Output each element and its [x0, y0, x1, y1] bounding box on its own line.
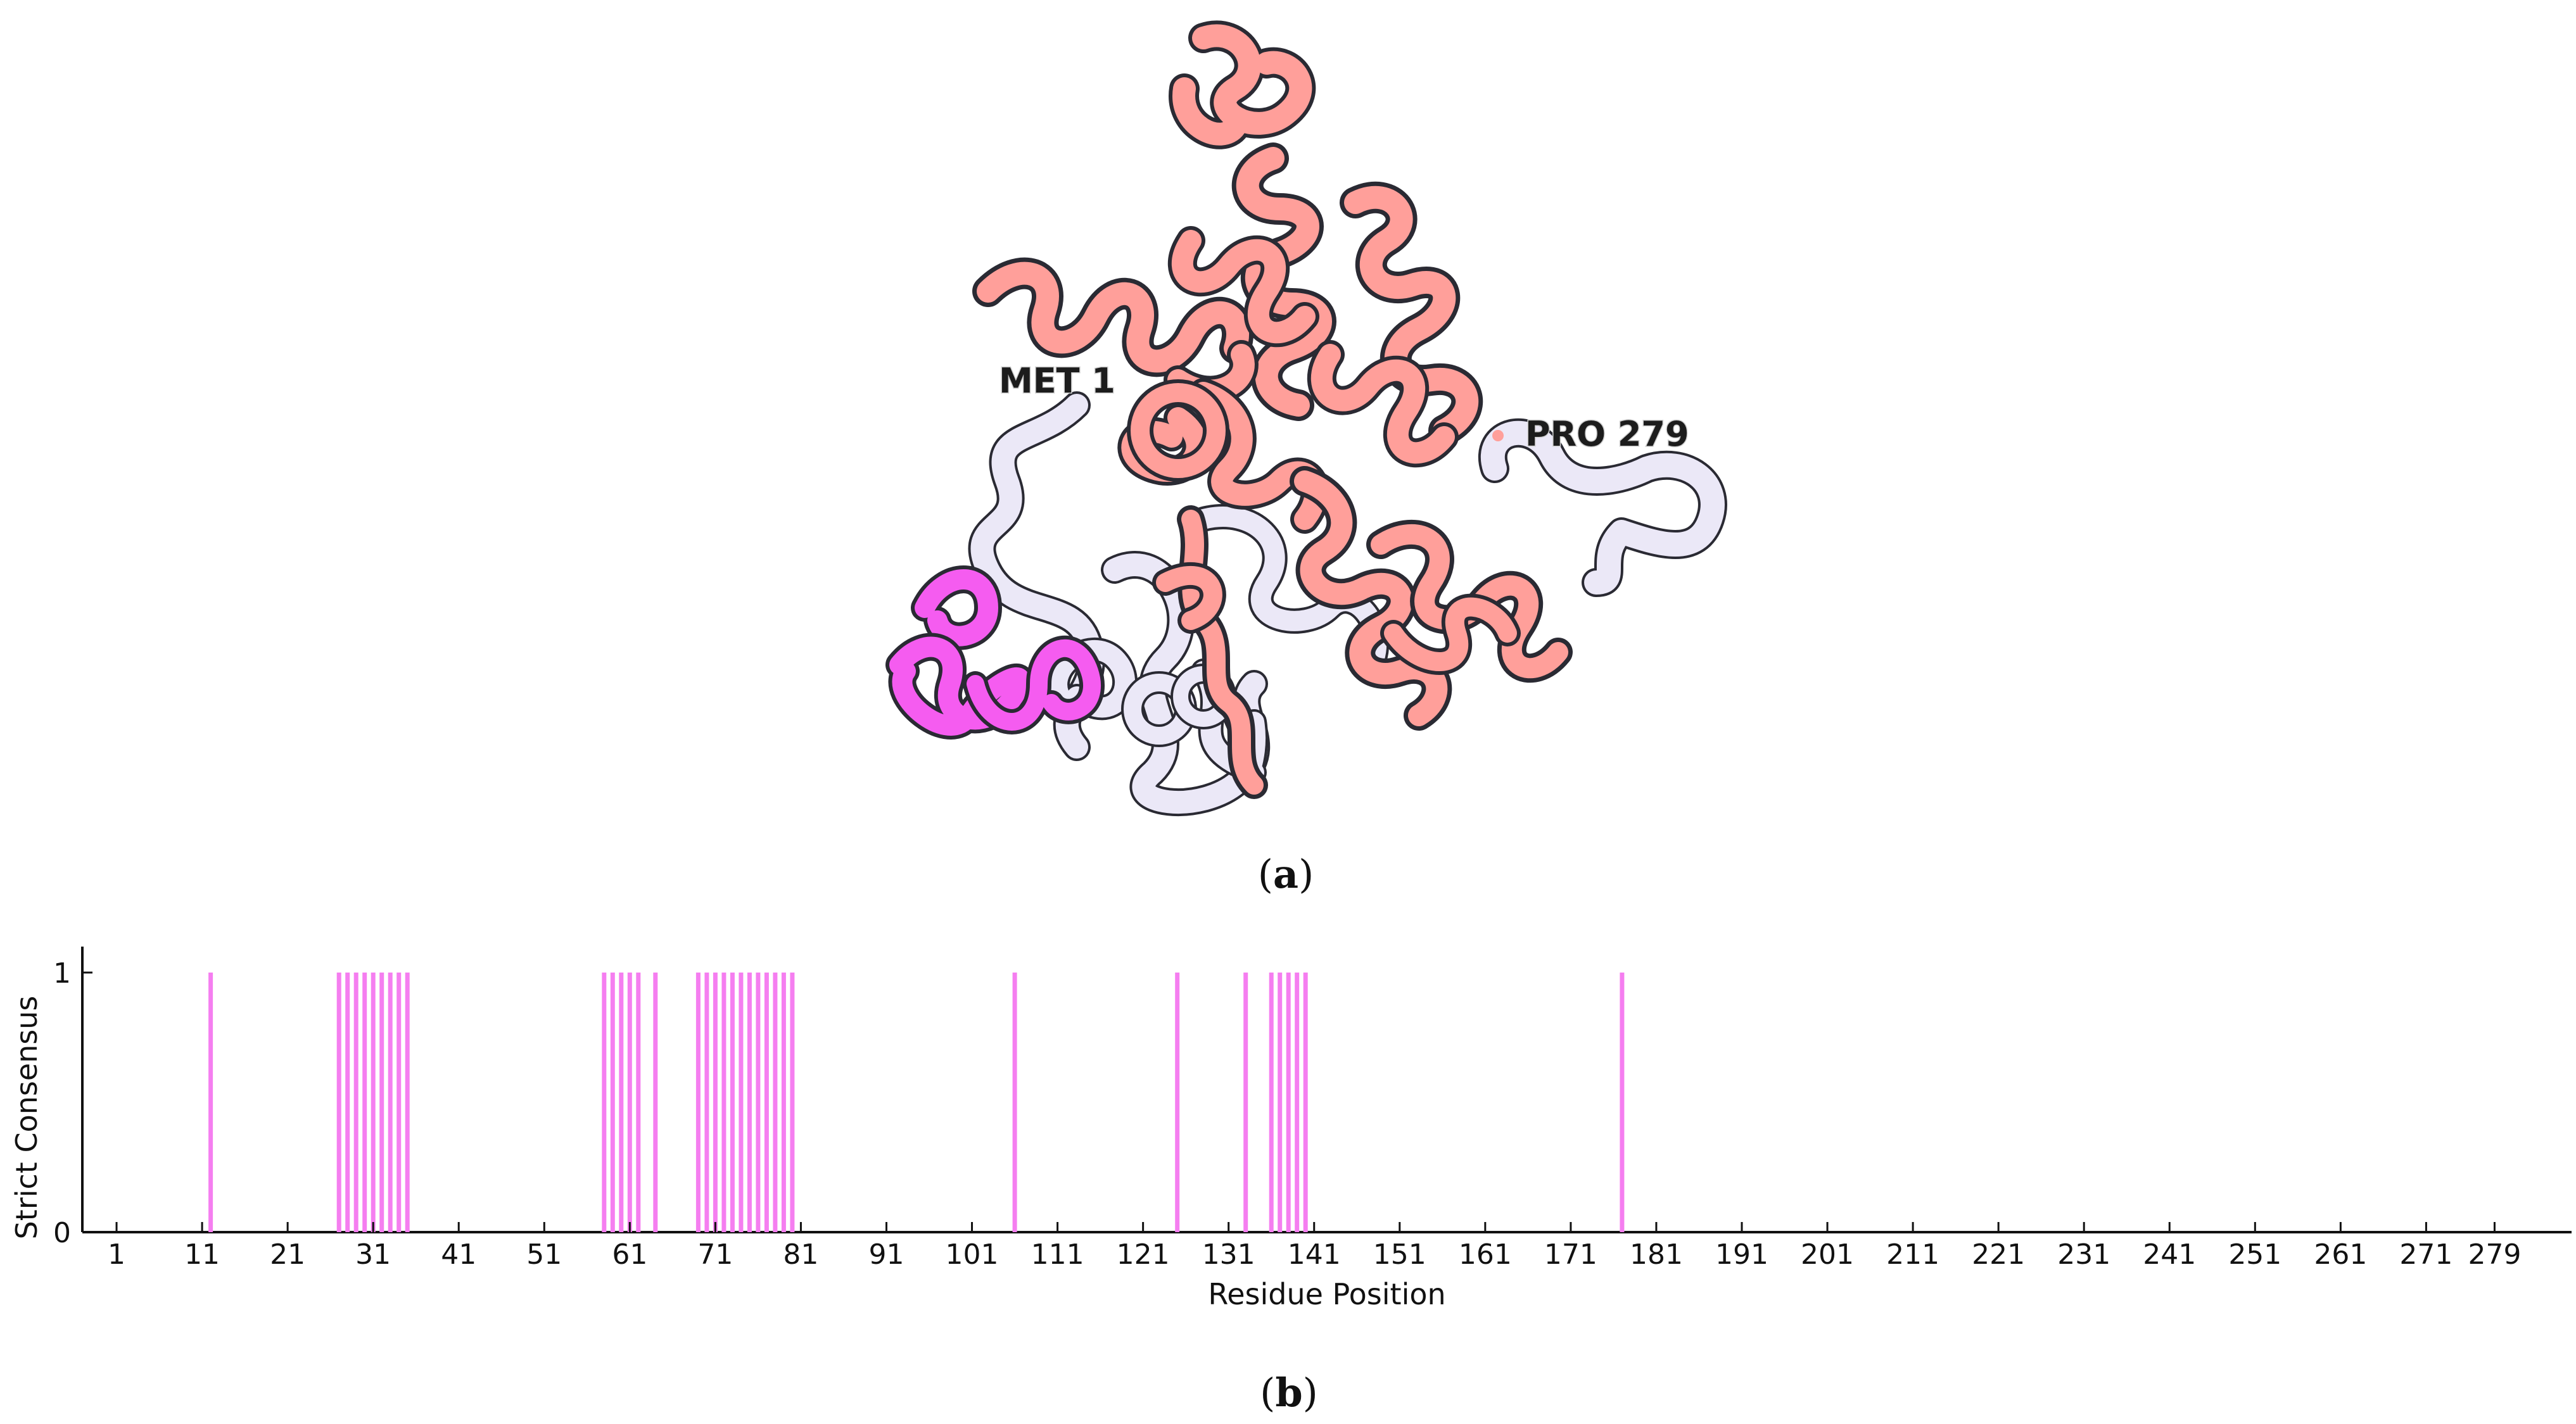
consensus-bar	[704, 973, 709, 1232]
consensus-bar	[1012, 973, 1017, 1232]
x-tick-label: 31	[355, 1238, 391, 1271]
consensus-bar	[619, 973, 624, 1232]
consensus-bar	[208, 973, 213, 1232]
x-tick-label: 21	[270, 1238, 305, 1271]
consensus-bar	[405, 973, 410, 1232]
consensus-bar	[345, 973, 350, 1232]
consensus-bar	[1286, 973, 1291, 1232]
x-tick-label: 191	[1715, 1238, 1768, 1271]
x-tick-label: 61	[612, 1238, 647, 1271]
x-tick-label: 161	[1459, 1238, 1512, 1271]
x-tick-label: 51	[526, 1238, 562, 1271]
consensus-bar	[721, 973, 726, 1232]
consensus-bar	[781, 973, 786, 1232]
consensus-bar	[610, 973, 615, 1232]
end-residue-marker	[1492, 430, 1504, 441]
x-tick-label: 121	[1117, 1238, 1170, 1271]
consensus-bar	[636, 973, 641, 1232]
consensus-bar	[1295, 973, 1300, 1232]
x-tick-label: 221	[1972, 1238, 2025, 1271]
x-tick-label: 271	[2399, 1238, 2452, 1271]
x-ticks: 1 11 21 31 41 51 61 71 81 91 101 111 121 131 141 151 161…	[108, 1222, 2521, 1271]
helix-segments	[972, 20, 1573, 799]
consensus-bar	[790, 973, 795, 1232]
x-tick-label: 261	[2314, 1238, 2367, 1271]
consensus-bars	[208, 973, 1625, 1232]
y-tick-label: 0	[53, 1217, 71, 1249]
protein-structure-image	[885, 20, 1727, 816]
end-residue-label: PRO 279	[1525, 414, 1689, 454]
x-tick-label: 279	[2468, 1238, 2521, 1271]
consensus-bar	[756, 973, 761, 1232]
x-tick-label: 231	[2057, 1238, 2110, 1271]
consensus-bar	[397, 973, 402, 1232]
x-tick-label: 101	[946, 1238, 999, 1271]
x-tick-label: 241	[2143, 1238, 2196, 1271]
x-tick-label: 151	[1373, 1238, 1426, 1271]
x-tick-label: 251	[2228, 1238, 2281, 1271]
x-tick-label: 181	[1630, 1238, 1683, 1271]
x-tick-label: 81	[783, 1238, 818, 1271]
x-tick-label: 171	[1544, 1238, 1597, 1271]
consensus-bar	[362, 973, 367, 1232]
consensus-bar	[653, 973, 658, 1232]
consensus-bar	[713, 973, 718, 1232]
x-tick-label: 201	[1801, 1238, 1854, 1271]
x-tick-label: 111	[1031, 1238, 1084, 1271]
y-axis-title: Strict Consensus	[10, 996, 44, 1240]
consensus-bar	[1175, 973, 1180, 1232]
x-tick-label: 41	[441, 1238, 476, 1271]
consensus-bar	[336, 973, 341, 1232]
consensus-bar	[353, 973, 358, 1232]
y-ticks: 01	[53, 957, 92, 1249]
start-residue-label: MET 1	[999, 361, 1115, 401]
consensus-segments	[885, 565, 1105, 740]
panel-b-label: (b)	[1260, 1370, 1318, 1416]
x-tick-label: 131	[1202, 1238, 1255, 1271]
consensus-bar	[379, 973, 384, 1232]
x-tick-label: 11	[184, 1238, 220, 1271]
x-axis-title: Residue Position	[1208, 1277, 1445, 1311]
consensus-bar	[1278, 973, 1283, 1232]
y-tick-label: 1	[53, 957, 71, 990]
consensus-bar	[388, 973, 393, 1232]
consensus-bar	[730, 973, 735, 1232]
consensus-bar	[1303, 973, 1308, 1232]
x-tick-label: 91	[868, 1238, 904, 1271]
consensus-bar	[1269, 973, 1274, 1232]
x-tick-label: 141	[1288, 1238, 1341, 1271]
consensus-bar	[371, 973, 376, 1232]
consensus-bar	[773, 973, 778, 1232]
consensus-bar	[1620, 973, 1625, 1232]
consensus-bar	[1243, 973, 1248, 1232]
consensus-bar	[602, 973, 607, 1232]
x-tick-label: 71	[697, 1238, 733, 1271]
consensus-chart: 1 11 21 31 41 51 61 71 81 91 101 111 121 131 141 151 161…	[10, 947, 2572, 1311]
consensus-bar	[627, 973, 632, 1232]
x-tick-label: 211	[1886, 1238, 1939, 1271]
x-tick-label: 1	[108, 1238, 125, 1271]
panel-a-label: (a)	[1258, 851, 1314, 897]
consensus-bar	[695, 973, 701, 1232]
consensus-bar	[747, 973, 752, 1232]
consensus-bar	[764, 973, 769, 1232]
consensus-bar	[739, 973, 744, 1232]
